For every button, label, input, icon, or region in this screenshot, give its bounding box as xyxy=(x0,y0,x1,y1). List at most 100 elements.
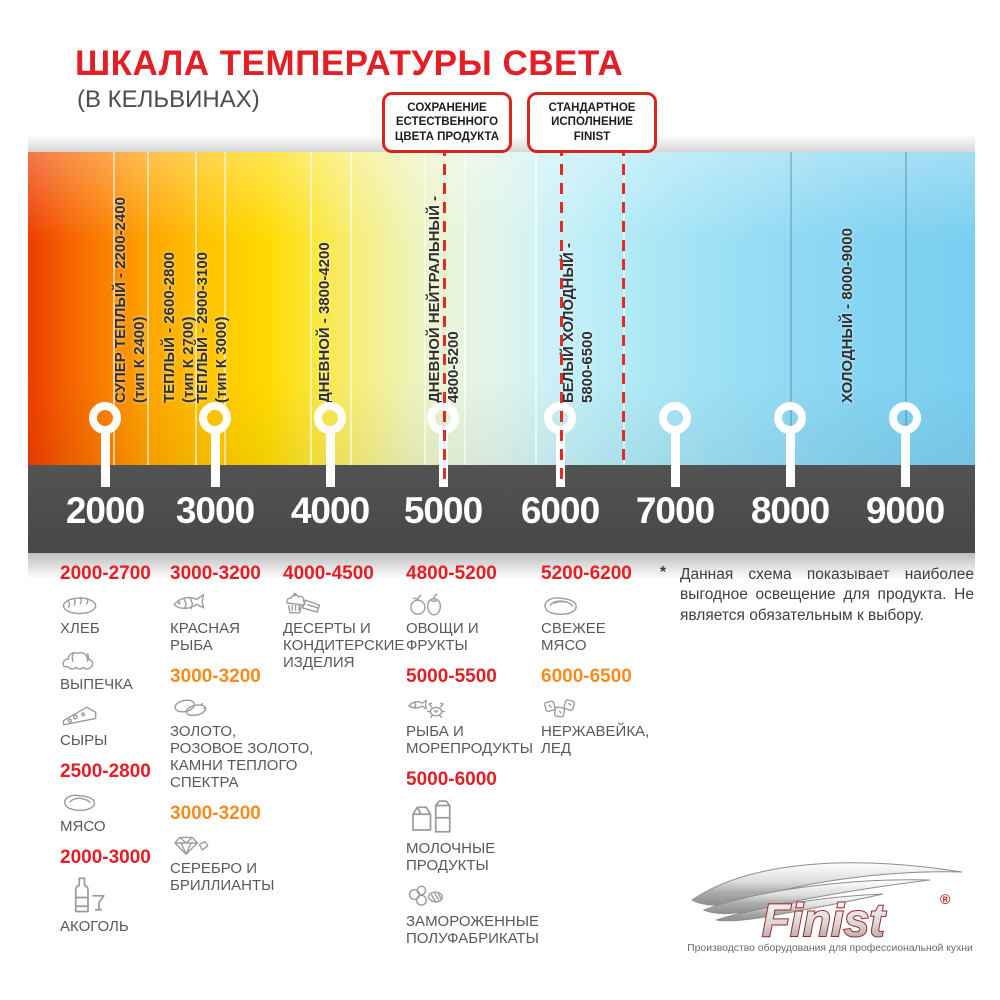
alcohol-icon xyxy=(60,873,162,915)
legend-item-label: СВЕЖЕЕ МЯСО xyxy=(541,620,606,654)
zone-separator-line xyxy=(464,152,466,465)
legend-item-label: ДЕСЕРТЫ И КОНДИТЕРСКИЕ ИЗДЕЛИЯ xyxy=(283,620,405,671)
axis-tick-label: 7000 xyxy=(635,490,715,531)
legend-item: ЗОЛОТО, РОЗОВОЕ ЗОЛОТО, КАМНИ ТЕПЛОГО СП… xyxy=(170,692,313,791)
temperature-range-label: 5000-5500 xyxy=(406,666,497,687)
temperature-range-label: 2500-2800 xyxy=(60,761,151,782)
legend-item: ХЛЕБ xyxy=(60,589,162,637)
legend-item: РЫБА И МОРЕПРОДУКТЫ xyxy=(406,692,536,757)
zone-separator-line xyxy=(350,152,352,465)
zone-separator-line xyxy=(905,152,907,465)
legend-item: АКОГОЛЬ xyxy=(60,873,162,935)
legend-column: 2000-2700 ХЛЕБ ВЫПЕЧКА СЫРЫ 2500-2800 МЯСО 200… xyxy=(60,563,162,947)
axis-tick-label: 9000 xyxy=(865,490,945,531)
scale-marker-circle xyxy=(774,402,806,434)
legend-item: ЗАМОРОЖЕННЫЕ ПОЛУФАБРИКАТЫ xyxy=(406,882,540,947)
meat-icon xyxy=(60,787,162,815)
steak-icon xyxy=(541,589,656,617)
scale-marker-circle xyxy=(199,402,231,434)
legend-item: МОЛОЧНЫЕ ПРОДУКТЫ xyxy=(406,795,536,874)
logo-tagline: Производство оборудования для профессион… xyxy=(687,942,973,954)
axis-bar-shadow xyxy=(28,553,975,579)
page-title: ШКАЛА ТЕМПЕРАТУРЫ СВЕТА xyxy=(75,44,624,83)
legend-item: СЫРЫ xyxy=(60,701,162,749)
zone-separator-line xyxy=(424,152,426,465)
legend-item: ВЫПЕЧКА xyxy=(60,645,162,693)
seafood-icon xyxy=(406,692,536,720)
footnote-text: Данная схема показывает наиболее выгодно… xyxy=(680,566,974,624)
legend-item-label: НЕРЖАВЕЙКА, ЛЕД xyxy=(541,723,650,757)
legend-column: 4000-4500 ДЕСЕРТЫ И КОНДИТЕРСКИЕ ИЗДЕЛИЯ xyxy=(283,563,405,683)
footnote: * Данная схема показывает наиболее выгод… xyxy=(658,564,974,626)
scale-marker-stem xyxy=(901,431,910,487)
legend-item: ОВОЩИ И ФРУКТЫ xyxy=(406,589,536,654)
legend-item: ДЕСЕРТЫ И КОНДИТЕРСКИЕ ИЗДЕЛИЯ xyxy=(283,589,405,671)
croissant-icon xyxy=(60,645,162,673)
axis-tick-label: 4000 xyxy=(290,490,370,531)
legend-item-label: ЗОЛОТО, РОЗОВОЕ ЗОЛОТО, КАМНИ ТЕПЛОГО СП… xyxy=(170,723,314,791)
axis-tick-label: 3000 xyxy=(175,490,255,531)
legend-item-label: ХЛЕБ xyxy=(60,620,100,637)
scale-marker-circle xyxy=(889,402,921,434)
rings-icon xyxy=(170,692,298,720)
footnote-asterisk: * xyxy=(660,564,667,581)
zone-separator-line xyxy=(535,152,537,465)
scale-zone-label: ДНЕВНОЙ - 3800-4200 xyxy=(315,242,333,403)
temperature-range-label: 2000-2700 xyxy=(60,563,151,584)
legend-item-label: ВЫПЕЧКА xyxy=(60,676,133,693)
legend-item: КРАСНАЯ РЫБА xyxy=(170,589,298,654)
legend-item-label: ЗАМОРОЖЕННЫЕ ПОЛУФАБРИКАТЫ xyxy=(406,913,540,947)
legend-group: 2500-2800 МЯСО xyxy=(60,761,162,835)
legend-group: 5200-6200 СВЕЖЕЕ МЯСО xyxy=(541,563,656,654)
legend-item-label: МЯСО xyxy=(60,818,106,835)
temperature-range-label: 6000-6500 xyxy=(541,666,632,687)
legend-item-label: МОЛОЧНЫЕ ПРОДУКТЫ xyxy=(406,840,496,874)
finist-logo-graphic: Finist ® Производство оборудования для п… xyxy=(687,862,973,954)
scale-marker-circle xyxy=(89,402,121,434)
legend-group: 3000-3200 ЗОЛОТО, РОЗОВОЕ ЗОЛОТО, КАМНИ Т… xyxy=(170,666,313,791)
callout-leader-line xyxy=(443,145,446,487)
legend-group: 5000-6000 МОЛОЧНЫЕ ПРОДУКТЫ ЗАМОРОЖЕННЫЕ П… xyxy=(406,769,540,947)
legend-item: СВЕЖЕЕ МЯСО xyxy=(541,589,656,654)
logo-registered-mark: ® xyxy=(940,891,951,907)
axis-tick-label: 6000 xyxy=(520,490,600,531)
zone-separator-line xyxy=(224,152,226,465)
legend-item: МЯСО xyxy=(60,787,162,835)
scale-zone-label: БЕЛЫЙ ХОЛОДНЫЙ - 5800-6500 xyxy=(560,243,596,403)
temperature-gradient-bar xyxy=(28,152,975,465)
logo-brand: Finist xyxy=(762,894,886,946)
legend-column: 3000-3200 КРАСНАЯ РЫБА 3000-3200 ЗОЛОТО, РО… xyxy=(170,563,313,906)
legend-item-label: СЕРЕБРО И БРИЛЛИАНТЫ xyxy=(170,860,275,894)
scale-marker-stem xyxy=(786,431,795,487)
legend-group: 2000-2700 ХЛЕБ ВЫПЕЧКА СЫРЫ xyxy=(60,563,162,749)
bread-icon xyxy=(60,589,162,617)
zone-separator-line xyxy=(790,152,792,465)
ice-icon xyxy=(541,692,656,720)
scale-marker-stem xyxy=(326,431,335,487)
temperature-range-label: 2000-3000 xyxy=(60,847,151,868)
temperature-range-label: 5000-6000 xyxy=(406,769,497,790)
callout-natural-color: СОХРАНЕНИЕ ЕСТЕСТВЕННОГО ЦВЕТА ПРОДУКТА xyxy=(382,92,512,154)
temperature-range-label: 4000-4500 xyxy=(283,563,374,584)
scale-marker-circle xyxy=(314,402,346,434)
legend-group: 4000-4500 ДЕСЕРТЫ И КОНДИТЕРСКИЕ ИЗДЕЛИЯ xyxy=(283,563,405,671)
temperature-range-label: 5200-6200 xyxy=(541,563,632,584)
legend-column: 5200-6200 СВЕЖЕЕ МЯСО 6000-6500 НЕРЖАВЕЙКА,… xyxy=(541,563,656,769)
legend-item-label: АКОГОЛЬ xyxy=(60,918,129,935)
legend-column: 4800-5200 ОВОЩИ И ФРУКТЫ 5000-5500 РЫБА И М… xyxy=(406,563,540,959)
finist-logo: Finist ® Производство оборудования для п… xyxy=(678,848,978,956)
legend-group: 6000-6500 НЕРЖАВЕЙКА, ЛЕД xyxy=(541,666,656,757)
zone-separator-line xyxy=(147,152,149,465)
legend-group: 3000-3200 СЕРЕБРО И БРИЛЛИАНТЫ xyxy=(170,803,298,894)
scale-marker-stem xyxy=(671,431,680,487)
scale-marker-stem xyxy=(101,431,110,487)
callout-leader-line xyxy=(622,145,625,465)
dairy-icon xyxy=(406,795,536,837)
callout-standard-finist: СТАНДАРТНОЕ ИСПОЛНЕНИЕ FINIST xyxy=(527,92,657,154)
legend-item-label: КРАСНАЯ РЫБА xyxy=(170,620,240,654)
legend-group: 3000-3200 КРАСНАЯ РЫБА xyxy=(170,563,298,654)
legend-item-label: РЫБА И МОРЕПРОДУКТЫ xyxy=(406,723,534,757)
